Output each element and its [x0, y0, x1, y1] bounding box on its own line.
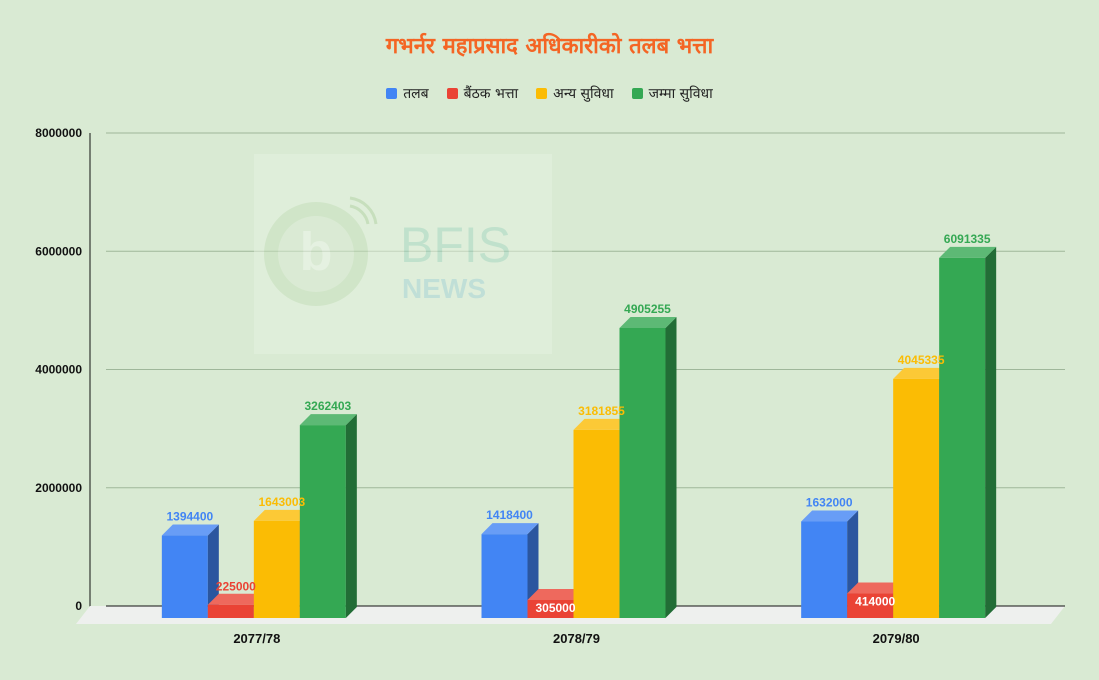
- data-label: 1643003: [258, 495, 305, 509]
- data-label: 1418400: [486, 508, 533, 522]
- chart-legend: तलब बैंठक भत्ता अन्य सुविधा जम्मा सुविधा: [0, 84, 1099, 103]
- bar-top: [573, 418, 631, 430]
- data-label: 3181855: [578, 404, 625, 418]
- bar-front: [619, 327, 666, 618]
- data-label: 305000: [535, 601, 575, 615]
- bar-top: [207, 593, 265, 605]
- bar: [207, 593, 265, 618]
- x-tick-label: 2079/80: [873, 631, 920, 646]
- y-tick-label: 4000000: [35, 363, 82, 377]
- bar-side: [985, 246, 997, 618]
- legend-swatch-total-benefits: [631, 88, 643, 99]
- data-label: 225000: [216, 580, 256, 594]
- bar-top: [299, 414, 357, 426]
- y-tick-label: 2000000: [35, 481, 82, 495]
- labels: 0 2000000 4000000 6000000 8000000 2077/78 1394…: [35, 126, 991, 646]
- legend-item-meeting-allowance: बैंठक भत्ता: [446, 84, 519, 103]
- data-label: 4905255: [624, 302, 671, 316]
- x-tick-label: 2077/78: [233, 631, 280, 646]
- chart-title: गभर्नर महाप्रसाद अधिकारीको तलब भत्ता: [385, 34, 714, 59]
- legend-label-salary: तलब: [403, 86, 429, 102]
- legend-swatch-salary: [386, 88, 398, 99]
- y-tick-label: 8000000: [35, 126, 82, 140]
- y-tick-label: 6000000: [35, 244, 82, 258]
- bar-top: [939, 246, 997, 258]
- bar: [299, 414, 357, 618]
- bar-side: [345, 414, 357, 618]
- bar-top: [619, 316, 677, 328]
- bar-front: [801, 521, 848, 618]
- bar-top: [847, 582, 905, 594]
- wifi-arc-icon: [349, 204, 370, 225]
- bar-front: [893, 378, 940, 618]
- bar-top: [893, 367, 951, 379]
- watermark-logo: b BFIS NEWS: [254, 154, 552, 354]
- bar-top: [253, 509, 311, 521]
- bar: [619, 316, 677, 618]
- legend-label-meeting-allowance: बैंठक भत्ता: [463, 86, 519, 102]
- data-label: 3262403: [304, 399, 351, 413]
- legend-item-other-benefits: अन्य सुविधा: [536, 84, 614, 103]
- bar-front: [847, 593, 894, 618]
- bar-front: [573, 429, 620, 618]
- bar-side: [207, 524, 219, 618]
- bar-front: [253, 520, 300, 618]
- legend-item-salary: तलब: [386, 84, 429, 103]
- data-label: 1394400: [166, 510, 213, 524]
- bar-front: [207, 604, 254, 618]
- bar-top: [161, 524, 219, 536]
- watermark-logo-inner: [278, 216, 354, 292]
- bar-front: [481, 534, 528, 618]
- bar: [481, 523, 539, 618]
- bar-front: [299, 425, 346, 618]
- legend-item-total-benefits: जम्मा सुविधा: [631, 84, 713, 103]
- legend-label-total-benefits: जम्मा सुविधा: [648, 86, 713, 102]
- bar: [939, 246, 997, 618]
- bar-front: [161, 535, 208, 618]
- bar-side: [665, 316, 677, 618]
- watermark-sub: NEWS: [402, 273, 486, 304]
- bar-top: [801, 510, 859, 522]
- watermark-logo-letter: b: [300, 222, 333, 282]
- watermark-brand: BFIS: [400, 217, 511, 273]
- bar-front: [527, 599, 574, 618]
- bar-top: [527, 588, 585, 600]
- wifi-arc-icon: [349, 196, 378, 225]
- data-label: 6091335: [944, 232, 991, 246]
- y-tick-label: 0: [75, 599, 82, 613]
- legend-swatch-other-benefits: [536, 88, 548, 99]
- bar-top: [481, 523, 539, 535]
- legend-swatch-meeting-allowance: [446, 88, 458, 99]
- data-label: 1632000: [806, 496, 853, 510]
- x-tick-label: 2078/79: [553, 631, 600, 646]
- bar-front: [939, 257, 986, 618]
- legend-label-other-benefits: अन्य सुविधा: [553, 86, 614, 102]
- bar: [161, 524, 219, 618]
- bars: [161, 246, 997, 618]
- data-label: 4045335: [898, 353, 945, 367]
- data-label: 414000: [855, 595, 895, 609]
